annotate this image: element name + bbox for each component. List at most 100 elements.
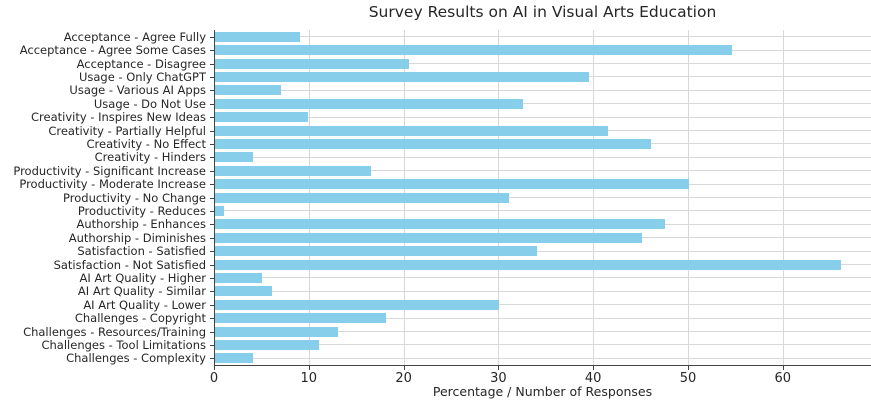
y-tick-label: Acceptance - Agree Some Cases — [19, 43, 206, 58]
h-gridline — [215, 89, 871, 91]
bar — [215, 31, 301, 42]
bar — [215, 299, 500, 310]
y-tick-mark — [210, 291, 214, 293]
bar — [215, 112, 308, 123]
x-tick-label: 40 — [584, 371, 602, 386]
y-tick-label: Usage - Do Not Use — [93, 96, 206, 111]
y-tick-mark — [210, 170, 214, 172]
y-tick-label: Productivity - No Change — [63, 190, 206, 205]
y-tick-label: Acceptance - Agree Fully — [63, 29, 206, 44]
y-tick-label: Productivity - Reduces — [77, 203, 206, 218]
x-tick-label: 0 — [209, 371, 219, 386]
y-tick-mark — [210, 36, 214, 38]
h-gridline — [215, 290, 871, 292]
y-tick-label: Creativity - Partially Helpful — [48, 123, 206, 138]
y-tick-mark — [210, 130, 214, 132]
y-tick-mark — [210, 210, 214, 212]
h-gridline — [215, 304, 871, 306]
h-gridline — [215, 156, 871, 158]
y-tick-label: Acceptance - Disagree — [76, 56, 206, 71]
x-tick-mark — [688, 366, 689, 370]
bar — [215, 152, 253, 163]
y-tick-mark — [210, 344, 214, 346]
y-tick-label: Challenges - Resources/Training — [23, 324, 206, 339]
h-gridline — [215, 197, 871, 198]
y-tick-mark — [210, 224, 214, 226]
x-tick-label: 30 — [490, 371, 507, 386]
y-tick-mark — [210, 277, 214, 279]
y-tick-mark — [210, 264, 214, 266]
y-tick-mark — [210, 318, 214, 320]
y-tick-label: Challenges - Tool Limitations — [41, 337, 206, 352]
y-tick-label: AI Art Quality - Higher — [79, 270, 206, 285]
bar — [215, 232, 642, 243]
y-tick-label: Productivity - Moderate Increase — [19, 177, 206, 192]
y-tick-label: Challenges - Complexity — [66, 351, 206, 366]
bar — [215, 98, 524, 109]
x-tick-label: 20 — [395, 371, 412, 386]
bar — [215, 192, 509, 203]
h-gridline — [215, 36, 871, 38]
bar — [215, 138, 652, 149]
h-gridline — [215, 317, 871, 319]
y-tick-mark — [210, 331, 214, 333]
h-gridline — [215, 277, 871, 279]
h-gridline — [215, 63, 871, 64]
y-tick-label: AI Art Quality - Lower — [83, 297, 206, 312]
bar — [215, 85, 282, 96]
y-tick-mark — [210, 50, 214, 52]
bar — [215, 165, 372, 176]
x-tick-label: 60 — [774, 371, 792, 386]
y-tick-mark — [210, 251, 214, 253]
h-gridline — [215, 331, 871, 332]
h-gridline — [215, 357, 871, 359]
bar — [215, 286, 272, 297]
y-tick-label: Productivity - Significant Increase — [13, 163, 206, 178]
x-tick-mark — [498, 366, 500, 370]
bar — [215, 125, 609, 136]
y-tick-mark — [210, 76, 214, 78]
y-tick-label: Creativity - Inspires New Ideas — [30, 110, 206, 125]
bar — [215, 326, 339, 337]
bar — [215, 205, 225, 216]
bar — [215, 58, 410, 69]
bar — [215, 272, 263, 283]
y-axis-spine — [214, 30, 215, 366]
bar — [215, 339, 320, 350]
h-gridline — [215, 210, 871, 212]
x-tick-mark — [782, 366, 784, 370]
bar — [215, 259, 841, 270]
bar — [215, 179, 689, 190]
h-gridline — [215, 170, 871, 172]
bar — [215, 219, 666, 230]
bar — [215, 353, 253, 364]
y-tick-label: Challenges - Copyright — [74, 311, 206, 326]
y-tick-label: Authorship - Enhances — [76, 217, 206, 232]
h-gridline — [215, 250, 871, 252]
y-tick-mark — [210, 237, 214, 239]
bar — [215, 313, 386, 324]
y-tick-mark — [210, 117, 214, 119]
bar — [215, 45, 732, 56]
y-tick-label: Creativity - No Effect — [86, 136, 207, 151]
y-tick-label: Creativity - Hinders — [94, 150, 206, 165]
y-tick-label: Usage - Various AI Apps — [69, 83, 206, 98]
h-gridline — [215, 103, 871, 105]
y-tick-mark — [210, 63, 214, 65]
y-tick-label: Authorship - Diminishes — [68, 230, 206, 245]
h-gridline — [215, 344, 871, 346]
y-tick-label: Satisfaction - Satisfied — [77, 244, 206, 259]
x-axis-spine — [214, 365, 871, 366]
chart-title: Survey Results on AI in Visual Arts Educ… — [368, 3, 717, 21]
x-tick-mark — [403, 366, 405, 370]
y-tick-mark — [210, 103, 214, 105]
y-tick-label: Satisfaction - Not Satisfied — [53, 257, 206, 272]
y-tick-mark — [210, 358, 214, 360]
bar — [215, 71, 590, 82]
y-tick-mark — [210, 157, 214, 159]
y-tick-label: AI Art Quality - Similar — [77, 284, 206, 299]
y-tick-label: Usage - Only ChatGPT — [78, 69, 206, 84]
x-tick-mark — [214, 366, 215, 370]
